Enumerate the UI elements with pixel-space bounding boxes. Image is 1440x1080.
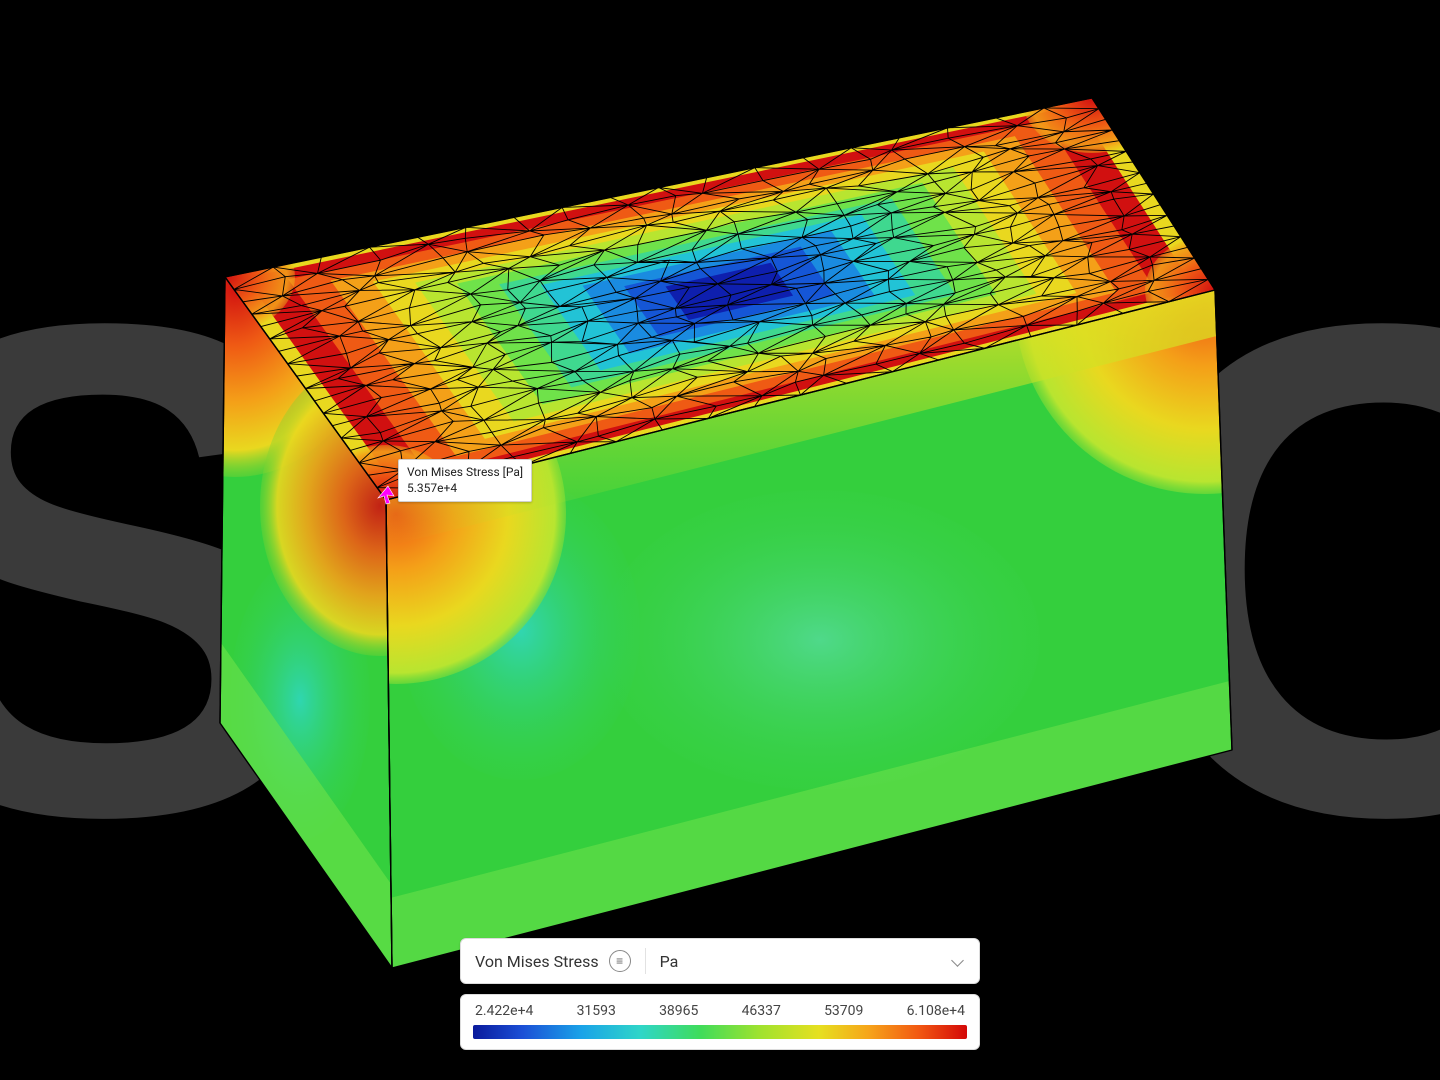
scale-tick: 38965 [659, 1003, 698, 1019]
scale-gradient-bar [473, 1025, 967, 1039]
unit-selector[interactable]: Pa [660, 952, 965, 971]
chevron-down-icon [951, 954, 965, 968]
field-selector[interactable]: Von Mises Stress ≡ [475, 950, 631, 972]
unit-label: Pa [660, 952, 679, 971]
probe-tooltip: Von Mises Stress [Pa] 5.357e+4 [398, 459, 532, 502]
scale-tick: 6.108e+4 [907, 1003, 965, 1019]
scale-tick-labels: 2.422e+4 31593 38965 46337 53709 6.108e+4 [473, 1003, 967, 1025]
scale-tick: 2.422e+4 [475, 1003, 533, 1019]
field-label: Von Mises Stress [475, 952, 599, 971]
color-legend: Von Mises Stress ≡ Pa 2.422e+4 31593 38965… [460, 938, 980, 1050]
field-options-icon[interactable]: ≡ [609, 950, 631, 972]
fea-viewport[interactable]: Von Mises Stress [Pa] 5.357e+4 [0, 0, 1440, 1080]
scale-tick: 31593 [577, 1003, 616, 1019]
scale-tick: 46337 [742, 1003, 781, 1019]
probe-title: Von Mises Stress [Pa] [407, 464, 523, 480]
legend-controls: Von Mises Stress ≡ Pa [460, 938, 980, 984]
divider [645, 948, 646, 974]
fea-render [0, 0, 1440, 1080]
scale-tick: 53709 [824, 1003, 863, 1019]
color-scale: 2.422e+4 31593 38965 46337 53709 6.108e+4 [460, 994, 980, 1050]
probe-value: 5.357e+4 [407, 480, 523, 496]
